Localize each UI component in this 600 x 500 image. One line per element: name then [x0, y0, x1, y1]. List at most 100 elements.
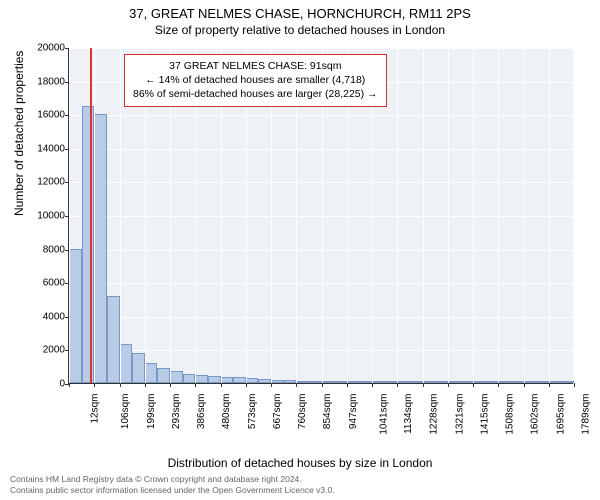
x-tick-label: 1508sqm: [505, 394, 516, 435]
histogram-bar: [195, 375, 208, 383]
histogram-bar: [284, 380, 297, 383]
y-tick-label: 14000: [5, 143, 65, 154]
y-tick-label: 6000: [5, 278, 65, 289]
x-tick-mark: [498, 383, 499, 387]
x-tick-mark: [397, 383, 398, 387]
histogram-bar: [157, 368, 170, 383]
histogram-bar: [107, 296, 120, 383]
x-tick-mark: [296, 383, 297, 387]
histogram-bar: [208, 376, 221, 383]
histogram-bar: [561, 381, 574, 383]
x-tick-mark: [170, 383, 171, 387]
x-tick-mark: [549, 383, 550, 387]
x-tick-mark: [347, 383, 348, 387]
x-tick-label: 293sqm: [171, 394, 182, 430]
x-tick-label: 106sqm: [120, 394, 131, 430]
gridline-v: [574, 48, 575, 383]
histogram-bar: [423, 381, 436, 383]
gridline-v: [524, 48, 525, 383]
x-tick-label: 1134sqm: [403, 394, 414, 434]
histogram-bar: [120, 344, 133, 383]
gridline-v: [423, 48, 424, 383]
histogram-bar: [221, 377, 234, 383]
marker-line: [90, 48, 92, 383]
histogram-bar: [296, 381, 309, 383]
histogram-bar: [486, 381, 499, 383]
histogram-bar: [435, 381, 448, 383]
footer-line1: Contains HM Land Registry data © Crown c…: [10, 474, 335, 485]
histogram-bar: [511, 381, 524, 383]
histogram-bar: [258, 379, 271, 383]
y-tick-label: 18000: [5, 76, 65, 87]
plot-area: 37 GREAT NELMES CHASE: 91sqm← 14% of det…: [68, 48, 573, 384]
histogram-bar: [397, 381, 410, 383]
histogram-bar: [524, 381, 537, 383]
x-tick-mark: [221, 383, 222, 387]
gridline-v: [498, 48, 499, 383]
x-tick-label: 1602sqm: [530, 394, 541, 435]
chart-title: 37, GREAT NELMES CHASE, HORNCHURCH, RM11…: [0, 0, 600, 21]
x-tick-label: 480sqm: [221, 394, 232, 430]
x-tick-mark: [120, 383, 121, 387]
histogram-bar: [334, 381, 347, 383]
histogram-bar: [359, 381, 372, 383]
histogram-bar: [347, 381, 360, 383]
x-tick-label: 1695sqm: [555, 394, 566, 435]
histogram-bar: [448, 381, 461, 383]
gridline-v: [69, 48, 70, 383]
y-tick-label: 4000: [5, 311, 65, 322]
histogram-bar: [372, 381, 385, 383]
x-tick-label: 1228sqm: [429, 394, 440, 435]
annotation-box: 37 GREAT NELMES CHASE: 91sqm← 14% of det…: [124, 54, 387, 107]
footer-line2: Contains public sector information licen…: [10, 485, 335, 496]
annotation-line1: 37 GREAT NELMES CHASE: 91sqm: [133, 59, 378, 73]
histogram-bar: [549, 381, 562, 383]
footer-attribution: Contains HM Land Registry data © Crown c…: [10, 474, 335, 496]
histogram-bar: [309, 381, 322, 383]
x-tick-mark: [94, 383, 95, 387]
x-tick-label: 760sqm: [297, 394, 308, 430]
histogram-bar: [460, 381, 473, 383]
gridline-v: [120, 48, 121, 383]
y-tick-label: 20000: [5, 43, 65, 54]
x-tick-mark: [473, 383, 474, 387]
x-tick-label: 1789sqm: [580, 394, 591, 435]
x-tick-label: 199sqm: [146, 394, 157, 430]
x-tick-mark: [574, 383, 575, 387]
histogram-bar: [410, 381, 423, 383]
histogram-bar: [498, 381, 511, 383]
y-tick-label: 10000: [5, 211, 65, 222]
histogram-bar: [183, 374, 196, 383]
gridline-v: [94, 48, 95, 383]
x-tick-label: 947sqm: [348, 394, 359, 430]
histogram-bar: [69, 249, 82, 383]
x-tick-label: 854sqm: [322, 394, 333, 430]
histogram-bar: [145, 363, 158, 383]
x-axis-label: Distribution of detached houses by size …: [0, 456, 600, 470]
x-tick-mark: [246, 383, 247, 387]
histogram-bar: [132, 353, 145, 383]
y-tick-label: 0: [5, 379, 65, 390]
histogram-bar: [246, 378, 259, 383]
histogram-bar: [473, 381, 486, 383]
annotation-line3: 86% of semi-detached houses are larger (…: [133, 87, 378, 101]
annotation-line2: ← 14% of detached houses are smaller (4,…: [133, 73, 378, 87]
y-tick-label: 16000: [5, 110, 65, 121]
x-tick-mark: [145, 383, 146, 387]
chart-subtitle: Size of property relative to detached ho…: [0, 21, 600, 37]
x-tick-mark: [448, 383, 449, 387]
x-tick-mark: [69, 383, 70, 387]
y-tick-label: 8000: [5, 244, 65, 255]
gridline-v: [473, 48, 474, 383]
y-tick-label: 12000: [5, 177, 65, 188]
histogram-bar: [233, 377, 246, 383]
x-tick-label: 1321sqm: [454, 394, 465, 435]
x-tick-label: 667sqm: [272, 394, 283, 430]
x-tick-mark: [195, 383, 196, 387]
histogram-bar: [322, 381, 335, 383]
y-tick-label: 2000: [5, 345, 65, 356]
x-tick-mark: [423, 383, 424, 387]
gridline-v: [397, 48, 398, 383]
x-tick-label: 573sqm: [247, 394, 258, 430]
x-tick-mark: [271, 383, 272, 387]
